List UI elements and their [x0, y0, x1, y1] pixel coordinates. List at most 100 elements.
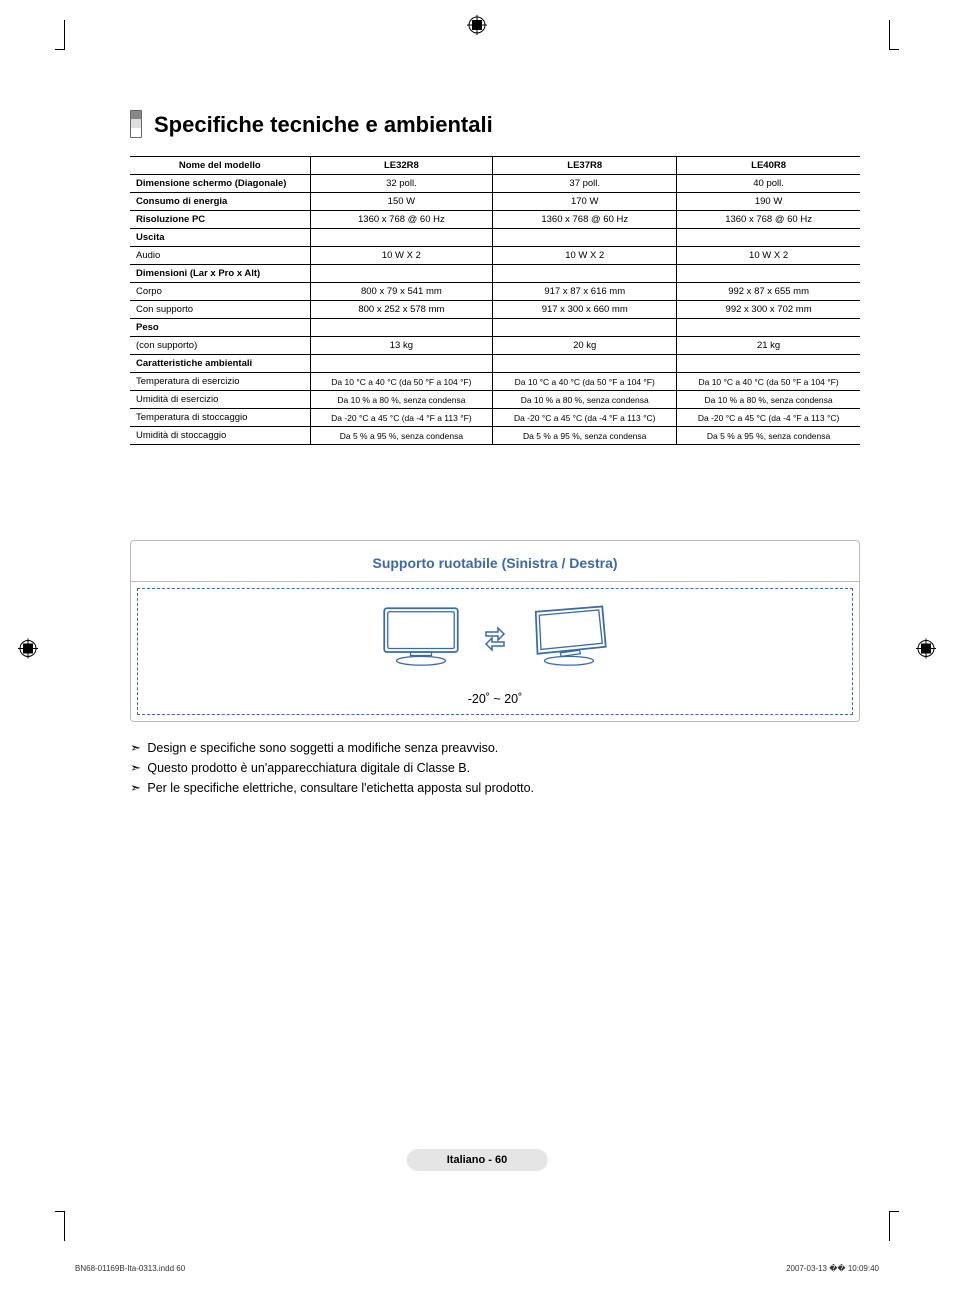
title-decoration-icon — [130, 110, 142, 138]
doc-footer-timestamp: 2007-03-13 �� 10:09:40 — [786, 1264, 879, 1273]
swivel-stand-section: Supporto ruotabile (Sinistra / Destra) — [130, 540, 860, 722]
table-cell: 40 poll. — [677, 175, 860, 193]
table-cell: 1360 x 768 @ 60 Hz — [677, 211, 860, 229]
row-label: Corpo — [130, 283, 310, 301]
specifications-table: Nome del modello LE32R8 LE37R8 LE40R8 Di… — [130, 156, 860, 445]
row-label: Dimensioni (Lar x Pro x Alt) — [130, 265, 310, 283]
row-label: Temperatura di stoccaggio — [130, 409, 310, 427]
table-row: Uscita — [130, 229, 860, 247]
table-cell: 10 W X 2 — [493, 247, 677, 265]
table-cell: Da 10 % a 80 %, senza condensa — [310, 391, 493, 409]
table-cell: Da 10 °C a 40 °C (da 50 °F a 104 °F) — [310, 373, 493, 391]
table-cell: Da 5 % a 95 %, senza condensa — [310, 427, 493, 445]
registration-mark-right — [916, 638, 936, 663]
registration-mark-top — [467, 15, 487, 40]
header-col-1: LE32R8 — [310, 157, 493, 175]
arrow-bullet-icon: ➣ — [130, 760, 138, 775]
table-cell: Da 10 % a 80 %, senza condensa — [677, 391, 860, 409]
table-row: Corpo800 x 79 x 541 mm917 x 87 x 616 mm9… — [130, 283, 860, 301]
table-row: Temperatura di stoccaggioDa -20 °C a 45 … — [130, 409, 860, 427]
table-cell: 10 W X 2 — [310, 247, 493, 265]
table-row: Dimensioni (Lar x Pro x Alt) — [130, 265, 860, 283]
table-cell — [677, 355, 860, 373]
header-model: Nome del modello — [130, 157, 310, 175]
table-row: Consumo di energia150 W170 W190 W — [130, 193, 860, 211]
page-number-badge: Italiano - 60 — [407, 1149, 548, 1171]
notes-list: ➣ Design e specifiche sono soggetti a mo… — [130, 740, 860, 796]
note-item: ➣ Design e specifiche sono soggetti a mo… — [130, 740, 860, 756]
note-item: ➣ Questo prodotto è un'apparecchiatura d… — [130, 760, 860, 776]
table-cell: 150 W — [310, 193, 493, 211]
row-label: Risoluzione PC — [130, 211, 310, 229]
table-cell: 20 kg — [493, 337, 677, 355]
table-cell: Da -20 °C a 45 °C (da -4 °F a 113 °C) — [493, 409, 677, 427]
row-label: Temperatura di esercizio — [130, 373, 310, 391]
table-cell: Da 10 °C a 40 °C (da 50 °F a 104 °F) — [677, 373, 860, 391]
table-header-row: Nome del modello LE32R8 LE37R8 LE40R8 — [130, 157, 860, 175]
table-row: (con supporto)13 kg20 kg21 kg — [130, 337, 860, 355]
table-cell — [677, 229, 860, 247]
table-cell: 917 x 300 x 660 mm — [493, 301, 677, 319]
note-text: Per le specifiche elettriche, consultare… — [144, 781, 534, 795]
page-title: Specifiche tecniche e ambientali — [154, 112, 493, 138]
note-item: ➣ Per le specifiche elettriche, consulta… — [130, 780, 860, 796]
table-cell — [310, 265, 493, 283]
note-text: Questo prodotto è un'apparecchiatura dig… — [144, 761, 470, 775]
table-cell — [310, 319, 493, 337]
row-label: (con supporto) — [130, 337, 310, 355]
table-cell: Da -20 °C a 45 °C (da -4 °F a 113 °C) — [677, 409, 860, 427]
row-label: Con supporto — [130, 301, 310, 319]
table-cell: 32 poll. — [310, 175, 493, 193]
table-row: Caratteristiche ambientali — [130, 355, 860, 373]
row-label: Umidità di esercizio — [130, 391, 310, 409]
table-row: Audio10 W X 210 W X 210 W X 2 — [130, 247, 860, 265]
header-col-2: LE37R8 — [493, 157, 677, 175]
crop-mark — [55, 1211, 65, 1241]
table-cell — [677, 319, 860, 337]
row-label: Consumo di energia — [130, 193, 310, 211]
table-row: Umidità di stoccaggioDa 5 % a 95 %, senz… — [130, 427, 860, 445]
table-cell: 190 W — [677, 193, 860, 211]
table-cell: 21 kg — [677, 337, 860, 355]
table-cell — [493, 265, 677, 283]
crop-mark — [55, 20, 65, 50]
table-row: Umidità di esercizioDa 10 % a 80 %, senz… — [130, 391, 860, 409]
swivel-range-text: -20˚ ~ 20˚ — [138, 692, 852, 706]
table-cell: 800 x 252 x 578 mm — [310, 301, 493, 319]
table-cell: 13 kg — [310, 337, 493, 355]
table-cell: 1360 x 768 @ 60 Hz — [493, 211, 677, 229]
crop-mark — [889, 20, 899, 50]
table-cell: Da 10 % a 80 %, senza condensa — [493, 391, 677, 409]
table-cell — [310, 229, 493, 247]
table-cell: Da 5 % a 95 %, senza condensa — [493, 427, 677, 445]
row-label: Dimensione schermo (Diagonale) — [130, 175, 310, 193]
table-cell: 10 W X 2 — [677, 247, 860, 265]
table-cell: 170 W — [493, 193, 677, 211]
arrow-bullet-icon: ➣ — [130, 740, 138, 755]
table-cell: 917 x 87 x 616 mm — [493, 283, 677, 301]
crop-mark — [889, 1211, 899, 1241]
row-label: Umidità di stoccaggio — [130, 427, 310, 445]
table-cell — [493, 355, 677, 373]
table-cell — [310, 355, 493, 373]
table-row: Dimensione schermo (Diagonale)32 poll.37… — [130, 175, 860, 193]
table-cell: 992 x 87 x 655 mm — [677, 283, 860, 301]
table-cell: Da -20 °C a 45 °C (da -4 °F a 113 °F) — [310, 409, 493, 427]
table-cell — [493, 229, 677, 247]
table-cell — [677, 265, 860, 283]
row-label: Audio — [130, 247, 310, 265]
table-row: Risoluzione PC1360 x 768 @ 60 Hz1360 x 7… — [130, 211, 860, 229]
tv-front-icon — [376, 603, 466, 678]
table-cell: 37 poll. — [493, 175, 677, 193]
row-label: Caratteristiche ambientali — [130, 355, 310, 373]
doc-footer-filename: BN68-01169B-Ita-0313.indd 60 — [75, 1264, 185, 1273]
swivel-arrows-icon — [484, 623, 506, 658]
tv-angled-icon — [524, 603, 614, 678]
table-cell: 1360 x 768 @ 60 Hz — [310, 211, 493, 229]
swivel-title: Supporto ruotabile (Sinistra / Destra) — [131, 541, 859, 575]
table-row: Temperatura di esercizioDa 10 °C a 40 °C… — [130, 373, 860, 391]
table-cell: 992 x 300 x 702 mm — [677, 301, 860, 319]
row-label: Uscita — [130, 229, 310, 247]
row-label: Peso — [130, 319, 310, 337]
note-text: Design e specifiche sono soggetti a modi… — [144, 741, 498, 755]
